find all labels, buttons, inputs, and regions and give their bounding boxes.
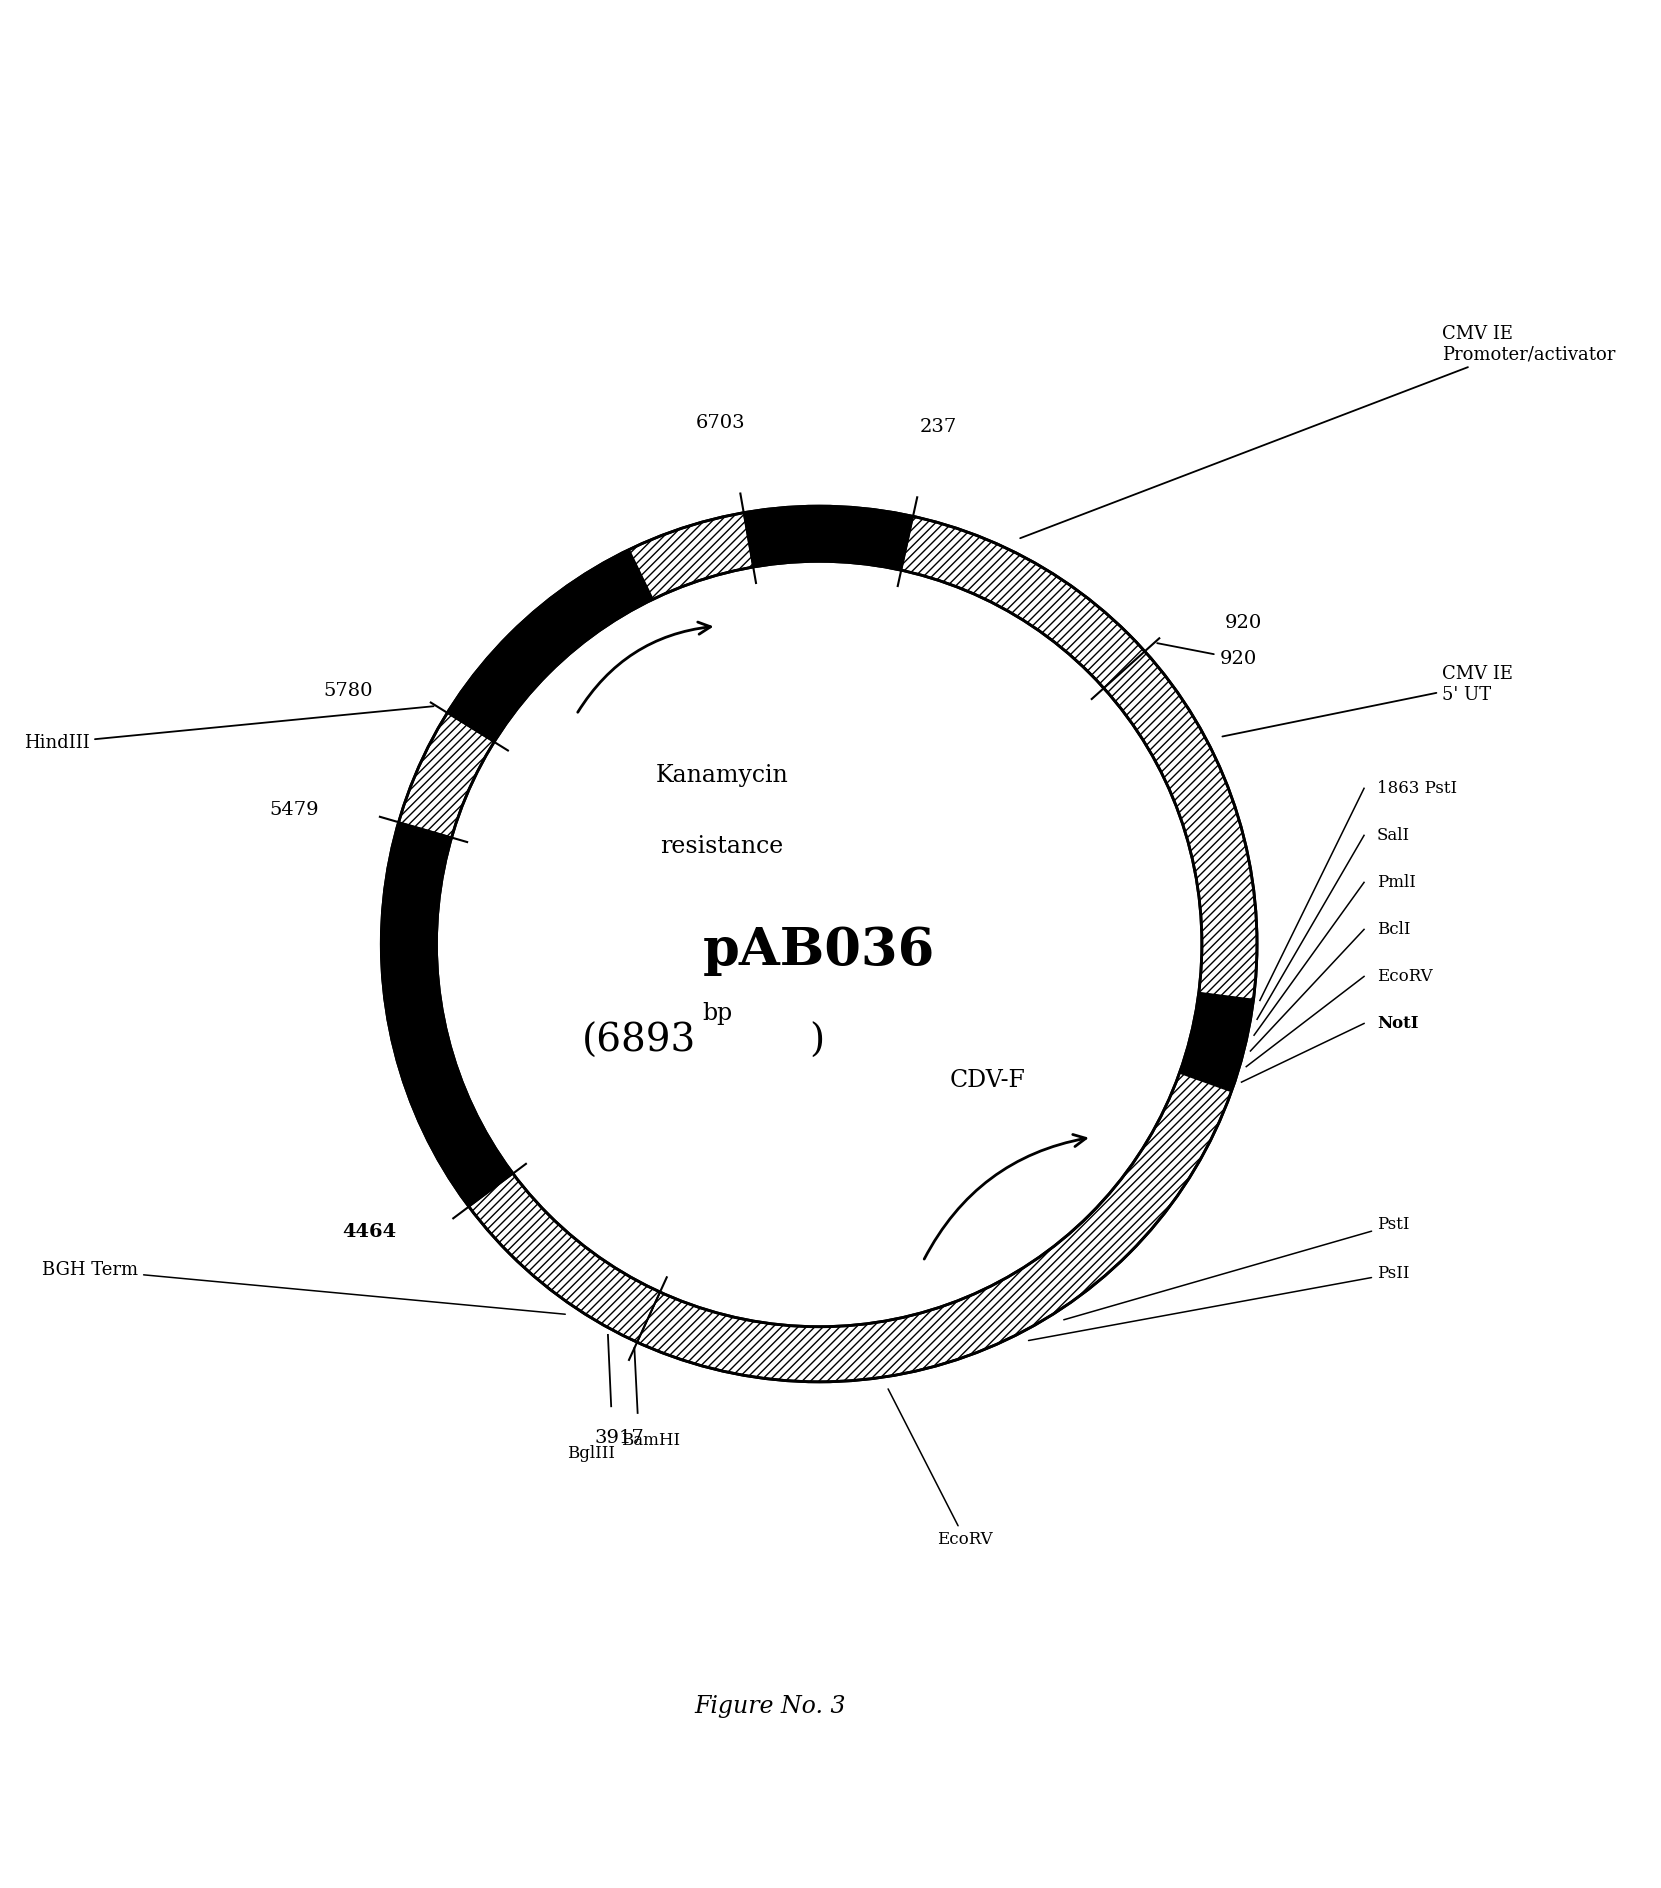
Text: CMV IE
5' UT: CMV IE 5' UT xyxy=(1222,665,1513,736)
Text: Kanamycin: Kanamycin xyxy=(656,765,789,787)
Wedge shape xyxy=(1179,993,1254,1091)
Circle shape xyxy=(382,506,1257,1382)
Text: (6893: (6893 xyxy=(581,1023,696,1059)
Text: 237: 237 xyxy=(920,419,957,436)
Text: Figure No. 3: Figure No. 3 xyxy=(694,1695,845,1718)
Text: 920: 920 xyxy=(1158,644,1257,668)
Text: PstI: PstI xyxy=(1063,1216,1410,1320)
Wedge shape xyxy=(447,549,653,742)
Wedge shape xyxy=(638,1072,1231,1382)
Wedge shape xyxy=(902,515,1257,999)
Text: 1863 PstI: 1863 PstI xyxy=(1377,780,1457,797)
Text: EcoRV: EcoRV xyxy=(889,1390,993,1548)
Text: pAB036: pAB036 xyxy=(703,925,935,976)
Text: resistance: resistance xyxy=(659,834,784,859)
Text: HindIII: HindIII xyxy=(23,706,434,751)
Text: 6703: 6703 xyxy=(696,413,746,432)
Text: BclI: BclI xyxy=(1377,921,1410,938)
Text: CDV-F: CDV-F xyxy=(950,1069,1026,1091)
Wedge shape xyxy=(630,514,752,598)
Text: BGH Term: BGH Term xyxy=(42,1261,565,1314)
Text: NotI: NotI xyxy=(1377,1016,1418,1033)
Text: BamHI: BamHI xyxy=(621,1433,679,1450)
Text: PsII: PsII xyxy=(1028,1265,1410,1340)
Text: 3917: 3917 xyxy=(595,1429,644,1448)
Wedge shape xyxy=(382,821,513,1206)
Text: 4464: 4464 xyxy=(342,1223,397,1240)
Circle shape xyxy=(437,561,1203,1327)
Text: SalI: SalI xyxy=(1377,827,1410,844)
Text: 5780: 5780 xyxy=(324,682,372,700)
Text: 5479: 5479 xyxy=(269,802,319,819)
Text: PmlI: PmlI xyxy=(1377,874,1415,891)
FancyArrowPatch shape xyxy=(924,1135,1086,1259)
Text: 920: 920 xyxy=(1224,614,1262,632)
Wedge shape xyxy=(468,1174,659,1342)
Text: ): ) xyxy=(809,1023,826,1059)
Circle shape xyxy=(437,561,1203,1327)
FancyArrowPatch shape xyxy=(578,621,711,712)
Text: BglIII: BglIII xyxy=(566,1446,615,1463)
Text: EcoRV: EcoRV xyxy=(1377,969,1433,986)
Text: CMV IE
Promoter/activator: CMV IE Promoter/activator xyxy=(1020,325,1614,538)
Text: bp: bp xyxy=(703,1003,733,1025)
Wedge shape xyxy=(399,714,495,838)
Wedge shape xyxy=(744,506,914,570)
